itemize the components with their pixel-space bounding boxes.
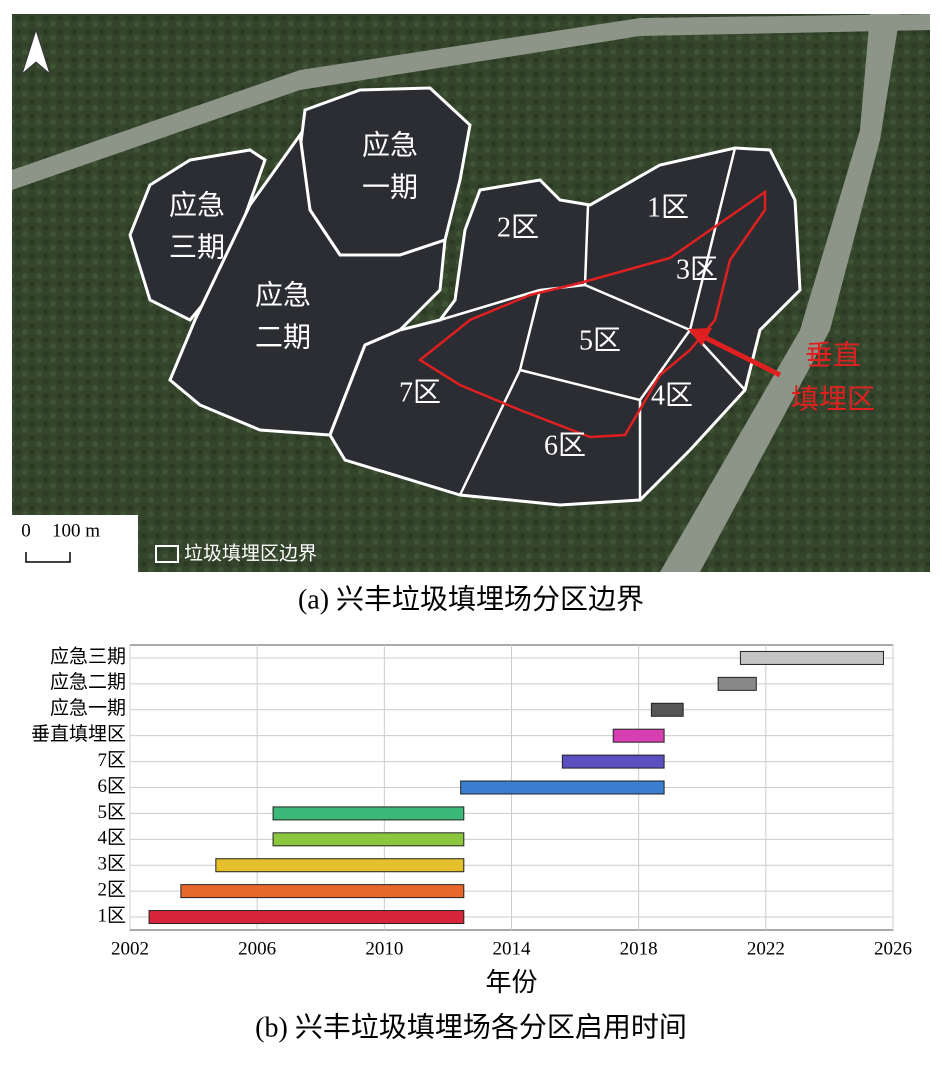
road xyxy=(12,14,930,190)
range-bar xyxy=(272,832,465,847)
y-tick-label: 7区 xyxy=(97,750,126,771)
road xyxy=(660,14,900,572)
range-bar xyxy=(460,780,665,795)
x-axis-label: 年份 xyxy=(485,968,537,997)
arrow-head xyxy=(688,328,712,346)
y-tick-label: 2区 xyxy=(97,879,126,900)
x-tick-label: 2026 xyxy=(874,938,912,959)
range-bar xyxy=(272,806,465,821)
range-bar xyxy=(561,754,665,769)
zone-label: 7区 xyxy=(399,377,441,408)
zone-label: 5区 xyxy=(579,325,621,356)
x-tick-label: 2014 xyxy=(493,938,532,959)
zone-label: 应急 xyxy=(169,189,225,221)
x-tick-label: 2010 xyxy=(365,938,403,959)
vertical-zone-boundary xyxy=(417,189,767,439)
vertical-zone-label: 填埋区 xyxy=(791,383,875,415)
range-bar xyxy=(180,884,465,899)
zone-label: 应急 xyxy=(362,129,418,161)
y-tick-label: 4区 xyxy=(97,828,126,849)
zone-label: 3区 xyxy=(676,254,718,285)
zone-label: 一期 xyxy=(362,172,418,203)
zone-label: 三期 xyxy=(169,232,225,263)
y-tick-label: 6区 xyxy=(97,776,126,797)
scale-label: 0 xyxy=(21,520,31,541)
legend-swatch xyxy=(155,545,179,563)
range-bar xyxy=(650,702,684,717)
zone-label: 4区 xyxy=(651,380,693,411)
y-tick-label: 1区 xyxy=(97,905,126,926)
chart-title: (b) 兴丰垃圾填埋场各分区启用时间 xyxy=(255,1011,687,1043)
north-arrow xyxy=(20,28,52,76)
y-tick-label: 3区 xyxy=(97,854,126,875)
y-tick-label: 应急二期 xyxy=(50,671,126,693)
range-bar xyxy=(739,650,884,665)
zone-label: 应急 xyxy=(255,279,311,311)
arrow xyxy=(698,332,782,378)
legend-label: 垃圾填埋区边界 xyxy=(184,542,317,564)
y-tick-label: 应急三期 xyxy=(50,645,126,667)
vertical-zone-label: 垂直 xyxy=(805,339,861,371)
zone-label: 1区 xyxy=(647,192,689,223)
scale-label: 100 m xyxy=(52,520,100,541)
x-tick-label: 2018 xyxy=(620,938,658,959)
zone-label: 二期 xyxy=(255,322,311,353)
range-bar xyxy=(717,676,757,691)
scale-bar xyxy=(25,552,71,563)
range-bar xyxy=(215,858,465,873)
range-bar xyxy=(148,910,465,925)
y-tick-label: 5区 xyxy=(97,802,126,823)
zone-label: 6区 xyxy=(544,430,586,461)
x-tick-label: 2022 xyxy=(747,938,785,959)
zone-label: 2区 xyxy=(497,212,539,243)
y-tick-label: 应急一期 xyxy=(50,697,126,719)
caption: (a) 兴丰垃圾填埋场分区边界 xyxy=(298,583,644,615)
x-tick-label: 2002 xyxy=(111,938,149,959)
y-tick-label: 垂直填埋区 xyxy=(31,723,126,745)
x-tick-label: 2006 xyxy=(238,938,276,959)
range-bar xyxy=(612,728,665,743)
